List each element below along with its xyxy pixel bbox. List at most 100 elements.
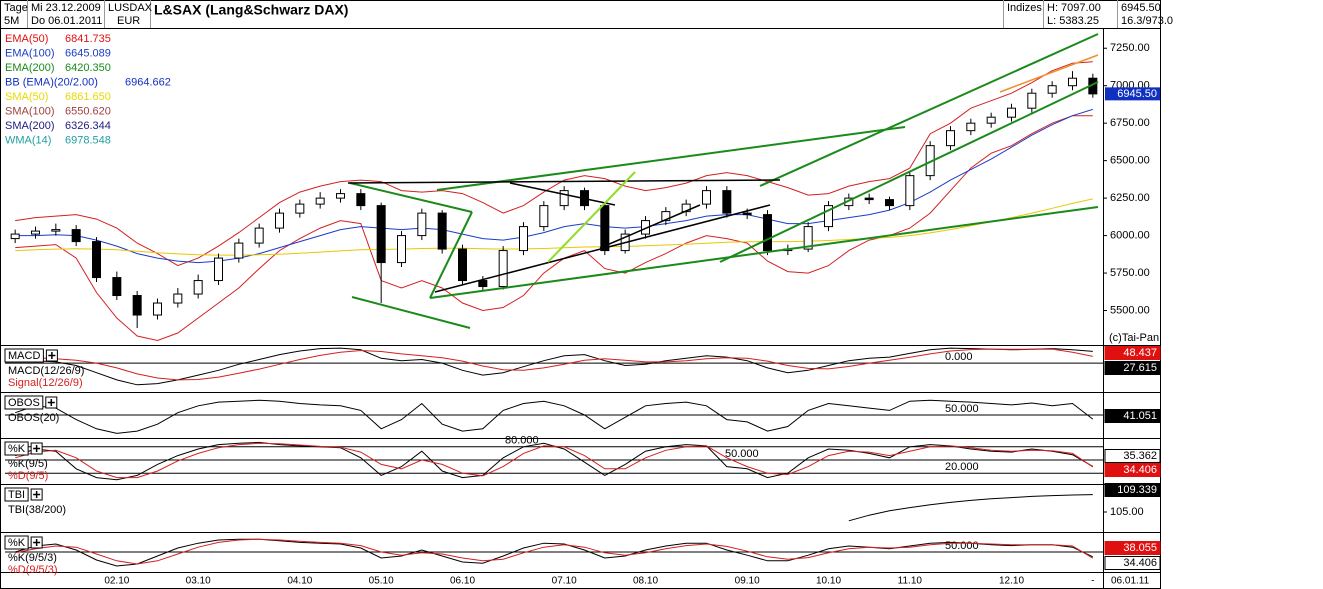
x-tick-label: 06.10 (450, 576, 475, 587)
candle-body (153, 302, 162, 316)
candle-body (31, 230, 40, 235)
trendline[interactable] (434, 204, 771, 293)
legend-value: 6861.650 (65, 91, 111, 103)
panel-title-box[interactable] (4, 441, 29, 456)
panel-expand-icon (47, 399, 55, 406)
y-tick-label: 6250.00 (1110, 192, 1150, 204)
trendline[interactable] (759, 33, 1099, 187)
legend-name[interactable]: SMA(100) (5, 105, 55, 117)
oscillator-line (15, 538, 1094, 565)
candle-body (112, 277, 122, 297)
interval[interactable]: 5M (4, 15, 19, 27)
currency: EUR (117, 15, 140, 27)
panel-title[interactable]: OBOS (8, 397, 40, 409)
candle-body (458, 248, 467, 282)
level-label: 50.000 (725, 448, 759, 460)
trendline[interactable] (429, 206, 1099, 299)
level-label: 50.000 (945, 403, 979, 415)
trendline[interactable] (599, 204, 701, 249)
series-name: MACD(12/26/9) (8, 365, 84, 377)
indicator-line (15, 198, 1093, 256)
legend-value: 6841.735 (65, 33, 111, 45)
trendline[interactable] (547, 171, 636, 263)
candle-body (905, 175, 915, 207)
candle-body (722, 190, 732, 214)
legend-name[interactable]: EMA(50) (5, 33, 48, 45)
copyright-note: (c)Tai-Pan (1109, 332, 1159, 344)
legend-value: 6978.548 (65, 134, 111, 146)
x-tick-label: 07.10 (552, 576, 577, 587)
candle-body (1027, 92, 1037, 109)
value-marker-box (1104, 346, 1161, 360)
trendline[interactable] (719, 81, 1099, 263)
y-tick-label: 7250.00 (1110, 42, 1150, 54)
candle-body (51, 229, 61, 232)
legend-name[interactable]: EMA(100) (5, 47, 55, 59)
value-marker: 109.339 (1117, 484, 1157, 496)
series-name: %K(9/5/3) (8, 552, 57, 564)
value-marker: 41.051 (1123, 410, 1157, 422)
value-marker-box (1104, 483, 1161, 497)
x-tick-label: 09.10 (735, 576, 760, 587)
panel-title[interactable]: %K (8, 443, 26, 455)
date-from[interactable]: Mi 23.12.2009 (31, 2, 101, 14)
panel-title[interactable]: %K (8, 537, 26, 549)
trendline[interactable] (429, 211, 473, 299)
candle-body (986, 116, 996, 124)
series-name: %D(9/5) (8, 470, 48, 482)
candle-body (71, 229, 81, 243)
trendline[interactable] (349, 182, 473, 213)
candle-body (315, 197, 325, 205)
oscillator-line (848, 494, 1093, 522)
period[interactable]: Tage (4, 2, 28, 14)
candle-body (864, 197, 874, 201)
symbol[interactable]: LUSDAX (108, 2, 153, 14)
candle-body (966, 122, 976, 132)
x-tick-label: 08.10 (633, 576, 658, 587)
legend-value: 6550.620 (65, 105, 111, 117)
legend-value: 6964.662 (125, 76, 171, 88)
y-tick-label: 5500.00 (1110, 304, 1150, 316)
last: 6945.50 (1121, 2, 1161, 14)
trendline[interactable] (347, 179, 781, 184)
legend-name[interactable]: EMA(200) (5, 62, 55, 74)
legend-name[interactable]: WMA(14) (5, 134, 51, 146)
panel-title-box[interactable] (4, 535, 29, 550)
candle-body (214, 257, 223, 282)
panel-title-box[interactable] (4, 395, 44, 410)
candle-body (946, 130, 955, 147)
trendline[interactable] (351, 296, 471, 329)
x-tick-label: 05.10 (369, 576, 394, 587)
trendlines[interactable] (347, 33, 1099, 329)
oscillator-line (15, 538, 1094, 567)
group[interactable]: Indizes (1007, 2, 1042, 14)
legend-name[interactable]: SMA(50) (5, 91, 48, 103)
legend-name[interactable]: BB (EMA)(20/2.00) (5, 76, 98, 88)
candle-body (275, 212, 284, 229)
candle-body (702, 190, 711, 205)
panel-title[interactable]: MACD (8, 350, 40, 362)
candle-body (478, 280, 488, 288)
panel-title-box[interactable] (4, 348, 44, 363)
oscillator-line (15, 442, 1094, 479)
panel-expand-icon (33, 491, 41, 498)
oscillator-line (15, 347, 1093, 386)
oscillator-line (15, 399, 1094, 434)
candle-body (763, 214, 772, 252)
candle-body (132, 295, 142, 316)
trendline[interactable] (999, 54, 1099, 93)
legend-value: 6645.089 (65, 47, 111, 59)
trendline[interactable] (436, 126, 906, 191)
series-name: %K(9/5) (8, 458, 48, 470)
value-marker-box (1104, 541, 1161, 555)
candle-body (397, 235, 406, 264)
panel-expand-icon (48, 352, 56, 359)
date-to[interactable]: Do 06.01.2011 (31, 15, 102, 27)
panel-title-box[interactable] (4, 487, 29, 502)
panel-title[interactable]: TBI (8, 489, 25, 501)
candle-body (885, 199, 894, 207)
legend-name[interactable]: SMA(200) (5, 120, 55, 132)
trendline[interactable] (509, 182, 616, 206)
high: H: 7097.00 (1047, 2, 1101, 14)
